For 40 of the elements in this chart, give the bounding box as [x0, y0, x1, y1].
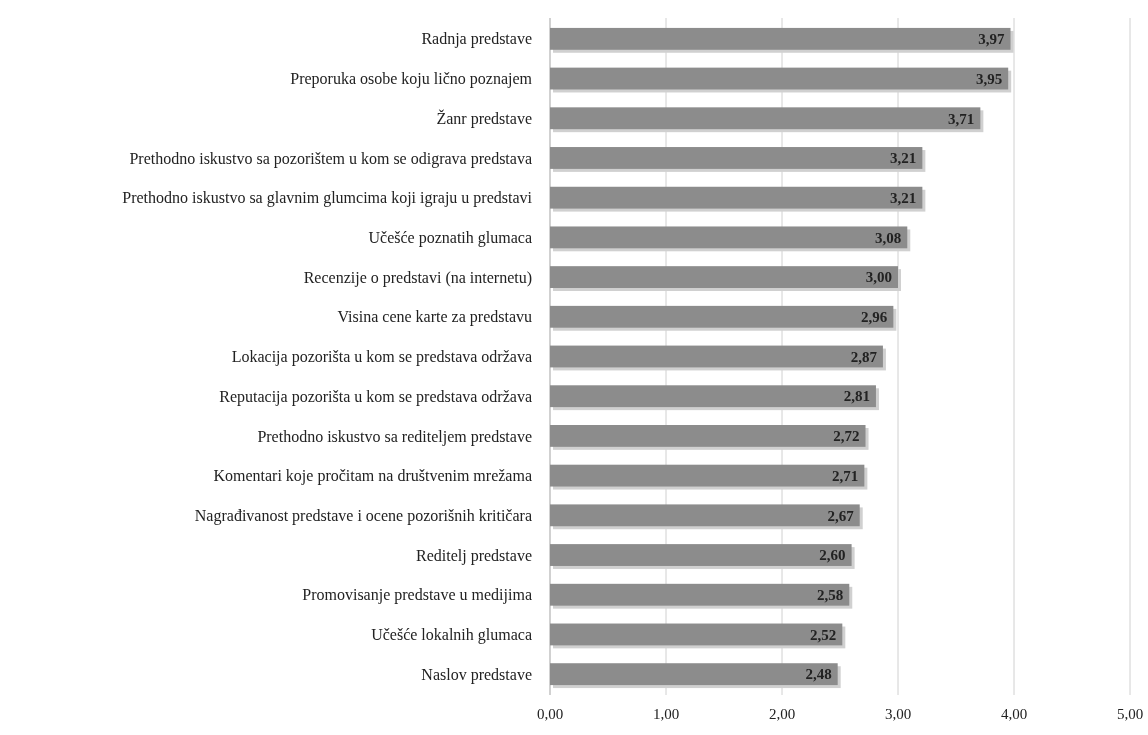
y-tick-label: Komentari koje pročitam na društvenim mrežama	[213, 467, 532, 486]
x-tick-label: 3,00	[884, 706, 912, 722]
data-label: 3,08	[875, 229, 902, 246]
y-tick-label: Naslov predstave	[421, 665, 532, 684]
data-label: 2,48	[805, 666, 832, 683]
y-tick-label: Učešće poznatih glumaca	[368, 228, 532, 247]
data-label: 2,87	[850, 348, 878, 365]
data-label: 2,52	[810, 626, 837, 643]
data-label: 2,96	[861, 309, 888, 326]
x-tick-label: 5,00	[1116, 706, 1144, 722]
y-tick-label: Reditelj predstave	[416, 546, 532, 565]
data-label: 2,58	[817, 586, 844, 603]
data-label: 2,81	[843, 388, 870, 405]
data-label: 2,60	[819, 547, 846, 564]
y-tick-label: Promovisanje predstave u medijima	[302, 586, 532, 605]
x-tick-label: 4,00	[1000, 706, 1028, 722]
data-label: 3,21	[890, 189, 917, 206]
y-tick-label: Preporuka osobe koju lično poznajem	[290, 70, 533, 89]
y-tick-label: Nagrađivanost predstave i ocene pozorišnih kritičara	[194, 506, 532, 525]
x-tick-label: 1,00	[652, 706, 680, 722]
data-label: 3,97	[978, 31, 1006, 48]
y-tick-label: Radnja predstave	[421, 30, 532, 49]
data-label: 3,00	[865, 269, 892, 286]
x-tick-label: 2,00	[768, 706, 796, 722]
data-label: 2,71	[832, 467, 859, 484]
y-tick-label: Recenzije o predstavi (na internetu)	[303, 268, 532, 287]
y-tick-label: Lokacija pozorišta u kom se predstava održava	[231, 348, 532, 367]
data-label: 2,67	[827, 507, 855, 524]
y-tick-label: Žanr predstave	[436, 108, 532, 128]
y-tick-label: Prethodno iskustvo sa pozorištem u kom se odigrava predstava	[129, 149, 532, 168]
y-tick-label: Visina cene karte za predstavu	[337, 308, 532, 327]
x-tick-label: 0,00	[536, 706, 564, 722]
y-tick-label: Prethodno iskustvo sa rediteljem predstave	[257, 427, 532, 446]
data-label: 3,21	[890, 150, 917, 167]
data-label: 3,95	[975, 70, 1003, 87]
data-label: 2,72	[833, 428, 860, 445]
data-label: 3,71	[948, 110, 975, 127]
y-tick-label: Prethodno iskustvo sa glavnim glumcima koji igraju u predstavi	[122, 189, 533, 208]
y-tick-label: Reputacija pozorišta u kom se predstava održava	[219, 387, 532, 406]
y-tick-label: Učešće lokalnih glumaca	[371, 626, 532, 645]
